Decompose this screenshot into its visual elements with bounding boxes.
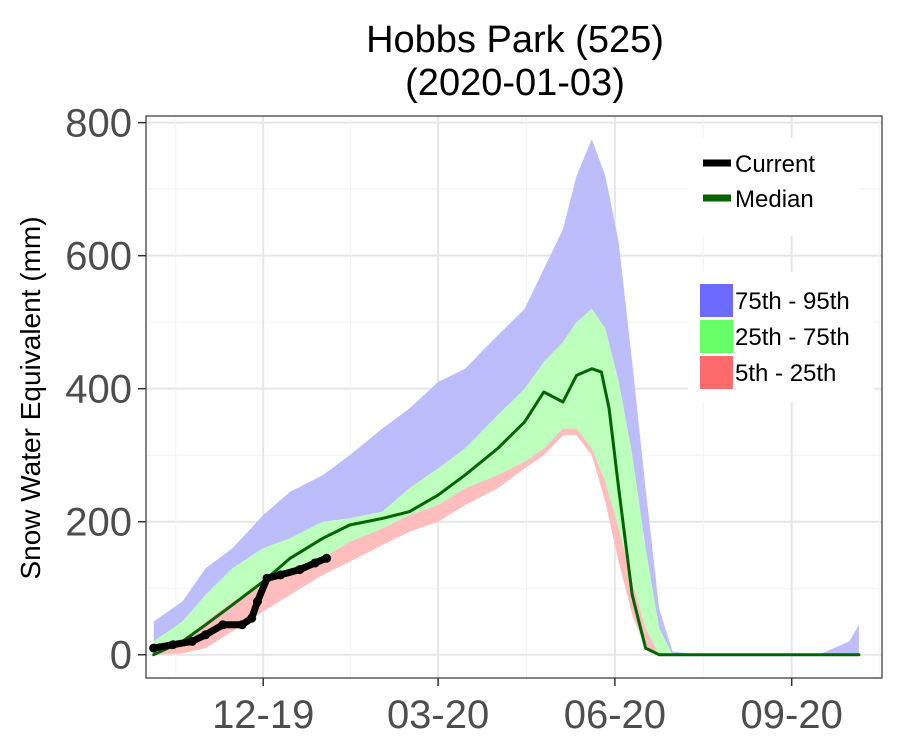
current-point <box>218 620 228 630</box>
current-point <box>310 558 320 568</box>
legend-band-label: 25th - 75th <box>735 324 850 351</box>
current-point <box>295 565 305 575</box>
band-5th-25th <box>153 428 859 655</box>
x-tick-label: 03-20 <box>387 693 489 737</box>
current-point <box>262 573 272 583</box>
legend-label-median: Median <box>735 186 814 213</box>
legend-label-current: Current <box>735 151 815 178</box>
current-point <box>247 613 257 623</box>
y-tick-label: 200 <box>65 501 132 545</box>
legend-band-swatch <box>700 284 733 317</box>
y-tick-label: 400 <box>65 368 132 412</box>
plot-border <box>145 115 883 679</box>
current-point <box>276 570 286 580</box>
y-tick-label: 0 <box>110 634 132 678</box>
series-line-median <box>152 367 861 657</box>
current-point <box>187 636 197 646</box>
legend-lines-box <box>688 138 858 236</box>
chart-subtitle: (2020-01-03) <box>405 62 625 104</box>
legend-band-swatch <box>700 320 733 353</box>
current-point <box>168 640 178 650</box>
line-layer <box>149 367 861 657</box>
x-tick-label: 06-20 <box>564 693 666 737</box>
current-point <box>149 643 159 653</box>
y-tick-label: 600 <box>65 235 132 279</box>
y-tick-label: 800 <box>65 102 132 146</box>
legend: Current Median 75th - 95th 25th - 75th 5th -… <box>688 138 874 402</box>
axis-layer: 0 200 400 600 800 12-19 03-20 06-20 09-20 <box>65 102 843 737</box>
legend-band-label: 5th - 25th <box>735 360 836 387</box>
y-axis-label: Snow Water Equivalent (mm) <box>15 216 46 579</box>
current-point <box>237 620 247 630</box>
band-75th-95th <box>153 139 859 655</box>
legend-band-label: 75th - 95th <box>735 288 850 315</box>
band-layer <box>153 139 859 655</box>
current-point <box>322 553 332 563</box>
current-point <box>252 597 262 607</box>
chart-title: Hobbs Park (525) <box>366 19 664 61</box>
x-tick-label: 12-19 <box>212 693 314 737</box>
legend-band-swatch <box>700 356 733 389</box>
x-tick-label: 09-20 <box>741 693 843 737</box>
current-point <box>201 630 211 640</box>
